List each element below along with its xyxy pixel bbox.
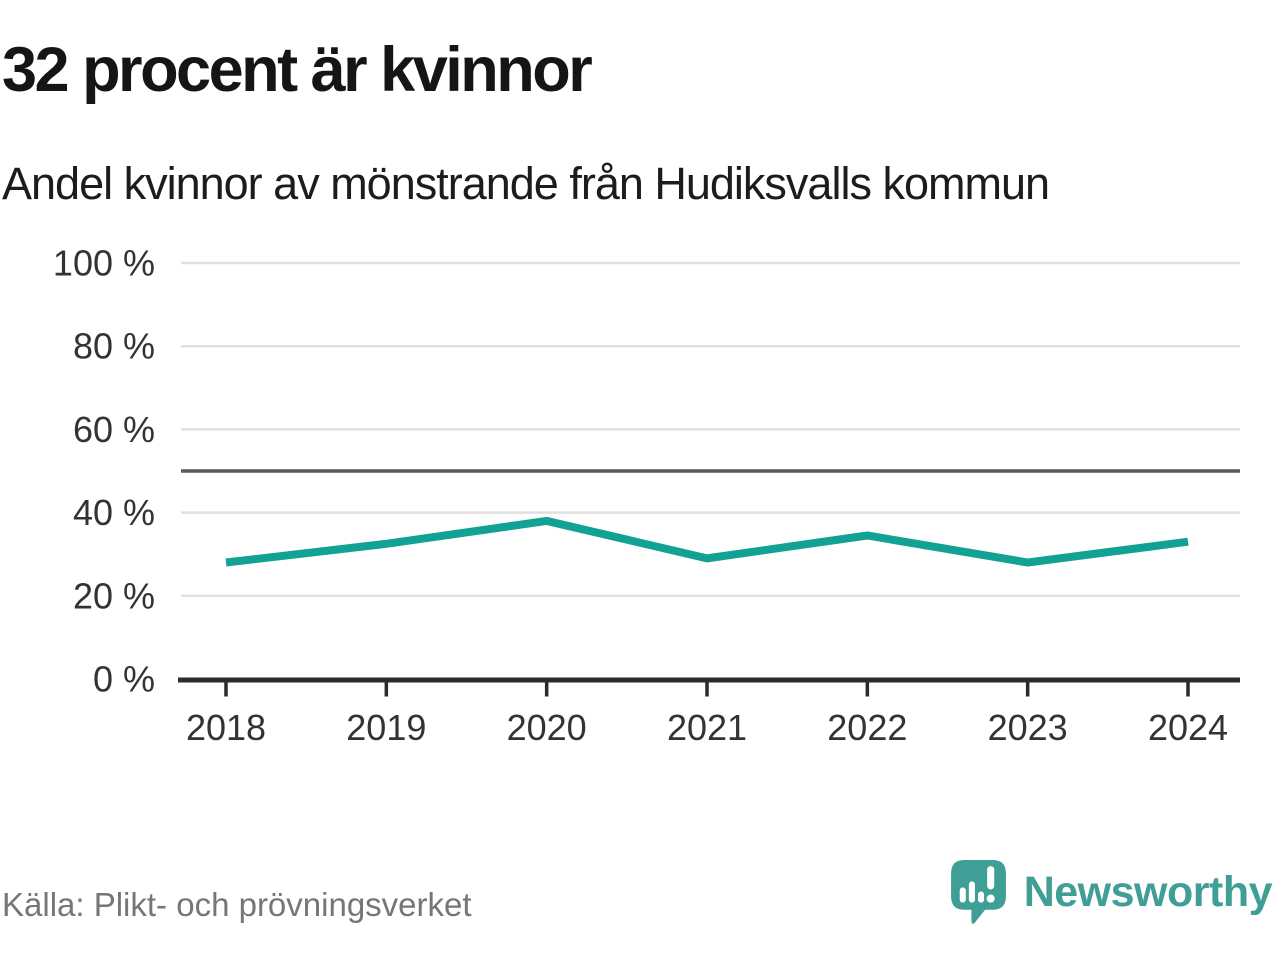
chart-title: 32 procent är kvinnor: [2, 35, 593, 105]
y-tick-label: 100 %: [53, 243, 155, 284]
y-tick-label: 60 %: [73, 409, 155, 450]
newsworthy-brand: Newsworthy: [950, 858, 1273, 926]
x-tick-label: 2021: [667, 707, 747, 748]
data-line: [225, 516, 1189, 567]
brand-name: Newsworthy: [1023, 867, 1273, 916]
x-tick-label: 2024: [1148, 707, 1228, 748]
y-tick-label: 20 %: [73, 575, 155, 616]
x-tick-label: 2022: [827, 707, 907, 748]
y-tick-label: 40 %: [73, 492, 155, 533]
chart-subtitle: Andel kvinnor av mönstrande från Hudiksv…: [2, 158, 1050, 209]
x-tick-label: 2018: [186, 707, 266, 748]
y-tick-label: 80 %: [73, 326, 155, 367]
x-tick-label: 2019: [346, 707, 426, 748]
y-tick-label: 0 %: [93, 659, 155, 700]
x-tick-label: 2023: [988, 707, 1068, 748]
newsworthy-logo-icon: [950, 859, 1006, 924]
x-tick-label: 2020: [507, 707, 587, 748]
source-note: Källa: Plikt- och prövningsverket: [2, 886, 472, 923]
